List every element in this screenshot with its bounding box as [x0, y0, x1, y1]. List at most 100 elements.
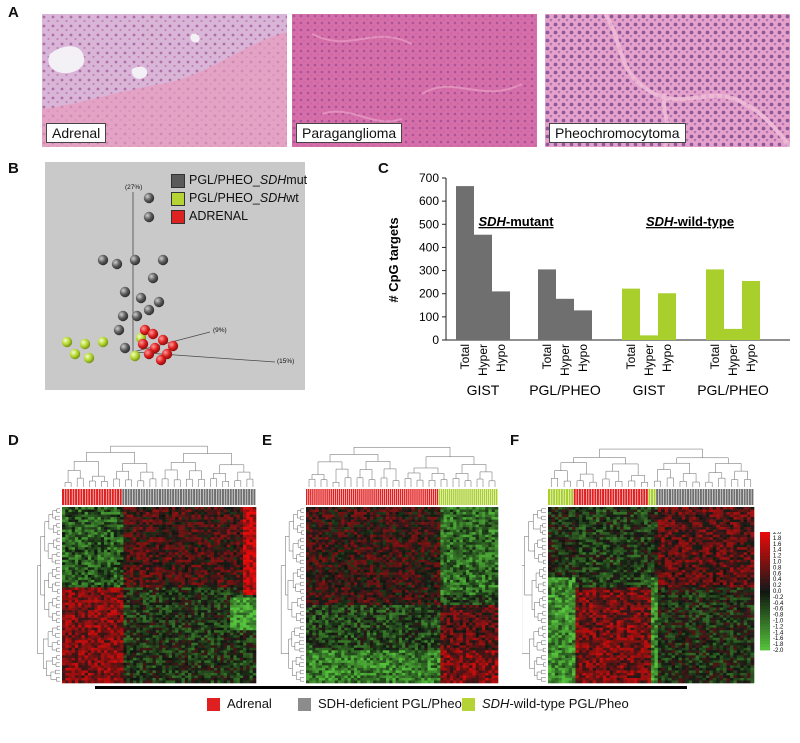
- sample-annotation: [612, 489, 615, 505]
- sample-annotation: [117, 489, 120, 505]
- sample-annotation: [658, 489, 661, 505]
- sample-annotation: [640, 489, 643, 505]
- sample-annotation: [119, 489, 122, 505]
- sample-annotation: [743, 489, 746, 505]
- sample-annotation: [404, 489, 406, 505]
- sample-annotation: [469, 489, 471, 505]
- sample-annotation: [216, 489, 219, 505]
- sample-annotation: [373, 489, 375, 505]
- bar-0-2: [492, 291, 510, 340]
- sample-annotation: [330, 489, 332, 505]
- colorbar-cell: [760, 608, 770, 613]
- sample-annotation: [402, 489, 404, 505]
- pca-plot: (27%) (9%) (15%) PGL/PHEO_SDHmut PGL/PHE…: [45, 162, 307, 390]
- y-tick-label: 700: [419, 171, 439, 185]
- sample-annotation: [648, 489, 651, 505]
- pca-point: [69, 348, 81, 360]
- sample-annotation: [406, 489, 408, 505]
- sample-annotation: [221, 489, 224, 505]
- sample-annotation: [461, 489, 463, 505]
- sample-annotation: [143, 489, 146, 505]
- panel-label-f: F: [510, 432, 520, 449]
- sample-annotation: [661, 489, 664, 505]
- sample-annotation: [338, 489, 341, 505]
- sample-annotation: [735, 489, 738, 505]
- sample-annotation: [581, 489, 584, 505]
- sample-annotation: [463, 489, 465, 505]
- sample-annotation: [93, 489, 96, 505]
- colorbar-tick-label: -1.8: [773, 642, 784, 648]
- sample-annotation: [578, 489, 581, 505]
- sample-annotation: [573, 489, 576, 505]
- pca-point: [157, 254, 169, 266]
- sample-annotation: [687, 489, 690, 505]
- sample-annotation: [208, 489, 211, 505]
- colorbar-tick-label: -0.2: [773, 595, 784, 601]
- pca-point: [153, 296, 165, 308]
- sample-annotation: [169, 489, 172, 505]
- sample-annotation: [336, 489, 339, 505]
- sample-annotation: [730, 489, 733, 505]
- sample-annotation: [248, 489, 251, 505]
- pca-point: [111, 258, 123, 270]
- sample-annotation: [253, 489, 256, 505]
- pca-point: [147, 272, 159, 284]
- sample-annotation: [326, 489, 328, 505]
- sample-annotation: [153, 489, 156, 505]
- colorbar-cell: [760, 558, 770, 562]
- colorbar-cell: [760, 620, 770, 624]
- bar-1-2: [574, 310, 592, 340]
- colorbar-cell: [760, 576, 770, 580]
- sample-annotation: [483, 489, 486, 505]
- colorbar-tick-label: -0.6: [773, 607, 784, 613]
- sample-annotation: [334, 489, 337, 505]
- colorbar-tick-label: 0.0: [773, 589, 782, 595]
- pca-point: [79, 338, 91, 350]
- colorbar-cell: [760, 641, 770, 645]
- colorbar-cell: [760, 588, 770, 592]
- colorbar-cell: [760, 647, 770, 651]
- sample-annotation: [432, 489, 435, 505]
- pca-point: [137, 338, 149, 350]
- y-tick-label: 100: [419, 310, 439, 324]
- sample-annotation: [395, 489, 398, 505]
- sample-annotation: [130, 489, 133, 505]
- sample-annotation: [689, 489, 692, 505]
- colorbar-cell: [760, 564, 770, 568]
- sample-annotation: [190, 489, 193, 505]
- sample-annotation: [198, 489, 201, 505]
- sample-annotation: [467, 489, 469, 505]
- sample-annotation: [609, 489, 612, 505]
- sample-annotation: [342, 489, 345, 505]
- colorbar-cell: [760, 567, 770, 571]
- sample-annotation: [377, 489, 379, 505]
- colorbar-tick-label: -1.0: [773, 619, 784, 625]
- adrenal-histology-image: Adrenal: [42, 14, 287, 147]
- sample-annotation: [576, 489, 579, 505]
- pca-point: [143, 348, 155, 360]
- sample-annotation: [352, 489, 355, 505]
- pca-axis-3: [132, 351, 276, 363]
- sample-annotation: [444, 489, 447, 505]
- sample-annotation: [651, 489, 653, 505]
- sample-annotation: [697, 489, 700, 505]
- sample-annotation: [187, 489, 190, 505]
- colorbar-tick-label: -1.2: [773, 624, 784, 630]
- colorbar-cell: [760, 626, 770, 630]
- group-label: GIST: [467, 382, 500, 398]
- sample-annotation: [310, 489, 312, 505]
- colorbar-tick-label: -0.4: [773, 601, 784, 607]
- sample-annotation: [481, 489, 484, 505]
- sample-annotation: [193, 489, 196, 505]
- sample-annotation: [663, 489, 666, 505]
- sample-annotation: [250, 489, 253, 505]
- sample-annotation: [627, 489, 630, 505]
- sample-annotation: [242, 489, 245, 505]
- sample-annotation: [85, 489, 88, 505]
- sample-annotation: [365, 489, 367, 505]
- sample-annotation: [436, 489, 439, 505]
- sample-annotation: [424, 489, 426, 505]
- sample-annotation: [114, 489, 117, 505]
- sample-annotation: [80, 489, 83, 505]
- sample-annotation: [555, 489, 558, 505]
